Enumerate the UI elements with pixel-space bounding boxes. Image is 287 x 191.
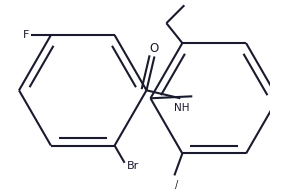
Text: O: O bbox=[150, 42, 159, 55]
Text: NH: NH bbox=[174, 103, 189, 113]
Text: /: / bbox=[175, 180, 178, 190]
Text: Br: Br bbox=[127, 161, 139, 171]
Text: F: F bbox=[23, 30, 29, 40]
